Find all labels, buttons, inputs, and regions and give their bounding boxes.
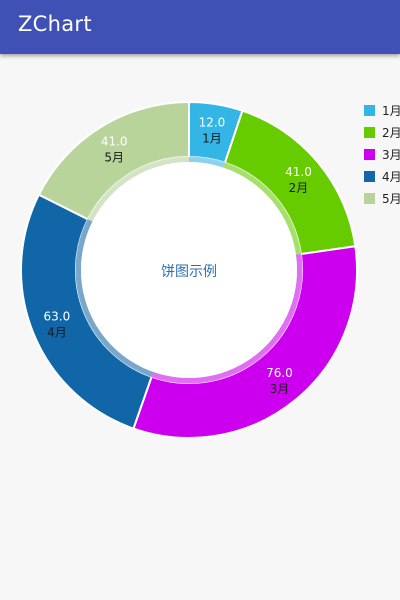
legend-swatch — [364, 149, 375, 160]
center-label: 饼图示例 — [161, 264, 217, 280]
slice-value-label: 12.0 — [199, 115, 226, 129]
legend-swatch — [364, 193, 375, 204]
legend-swatch — [364, 127, 375, 138]
slice-category-label: 4月 — [47, 325, 67, 339]
legend-label[interactable]: 2月 — [382, 126, 400, 140]
slice-category-label: 2月 — [289, 181, 309, 195]
legend-label[interactable]: 4月 — [382, 170, 400, 184]
legend: 1月 2月 3月 4月 5月 — [364, 104, 400, 206]
slice-value-label: 41.0 — [101, 135, 128, 149]
slice-category-label: 5月 — [104, 151, 124, 165]
legend-swatch — [364, 171, 375, 182]
legend-label[interactable]: 1月 — [382, 104, 400, 118]
app-title: ZChart — [18, 12, 92, 36]
chart-area: 饼图示例 12.0 1月 41.0 2月 76.0 3月 63.0 4月 41.0 5月 1月 2月… — [0, 54, 400, 474]
legend-label[interactable]: 5月 — [382, 192, 400, 206]
legend-label[interactable]: 3月 — [382, 148, 400, 162]
slice-category-label: 1月 — [202, 131, 222, 145]
app-bar: ZChart — [0, 0, 400, 54]
pie-chart: 饼图示例 12.0 1月 41.0 2月 76.0 3月 63.0 4月 41.0 5月 1月 2月… — [0, 54, 400, 474]
slice-value-label: 76.0 — [266, 366, 293, 380]
legend-swatch — [364, 105, 375, 116]
slice-category-label: 3月 — [270, 382, 290, 396]
slice-value-label: 63.0 — [44, 309, 71, 323]
slice-value-label: 41.0 — [285, 165, 312, 179]
